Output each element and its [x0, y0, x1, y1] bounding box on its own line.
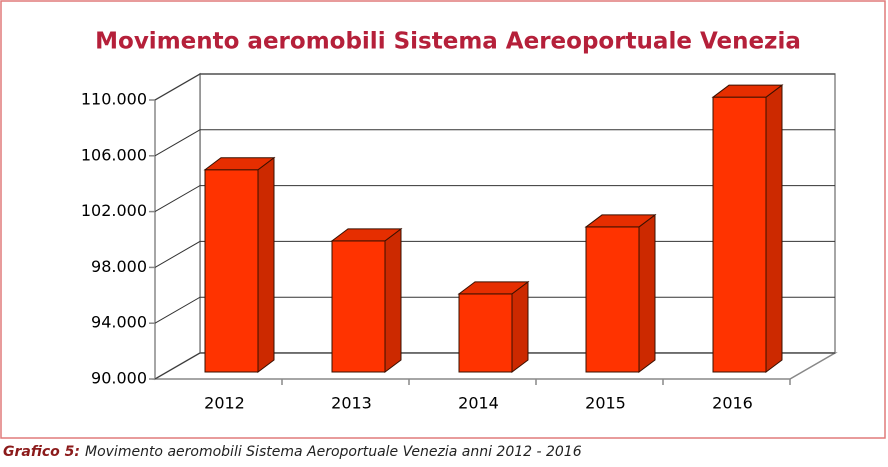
- bar: [584, 213, 657, 373]
- bar-front: [712, 96, 767, 373]
- bar-top: [584, 214, 657, 228]
- y-tick-label: 98.000: [91, 257, 147, 276]
- bar: [711, 84, 784, 373]
- grid-line: [154, 129, 835, 157]
- bar-top: [203, 157, 276, 171]
- x-tick-label: 2012: [204, 394, 245, 413]
- x-tick-label: 2015: [585, 394, 626, 413]
- bar-top: [330, 228, 403, 242]
- x-tick-label: 2016: [712, 394, 753, 413]
- y-tick-label: 102.000: [81, 201, 147, 220]
- bar: [457, 280, 530, 373]
- x-tick-label: 2014: [458, 394, 499, 413]
- grid-line: [154, 73, 835, 101]
- caption-label: Grafico 5:: [3, 444, 80, 460]
- y-tick-label: 106.000: [81, 145, 147, 164]
- y-tick-label: 110.000: [81, 90, 147, 109]
- bar-top: [457, 281, 530, 295]
- bar-side: [638, 213, 656, 373]
- grid-line: [154, 185, 835, 213]
- bar: [330, 227, 403, 373]
- bar-front: [585, 226, 640, 373]
- caption: Grafico 5: Movimento aeromobili Sistema A…: [3, 444, 582, 460]
- y-tick-label: 94.000: [91, 313, 147, 332]
- bar-side: [765, 84, 783, 373]
- bar-front: [204, 169, 259, 373]
- bar-side: [257, 156, 275, 373]
- bar: [203, 156, 276, 373]
- bar-top: [711, 84, 784, 98]
- caption-text: Movimento aeromobili Sistema Aeroportual…: [85, 444, 582, 460]
- bar-side: [384, 227, 402, 373]
- bar-front: [331, 240, 386, 373]
- x-tick-label: 2013: [331, 394, 372, 413]
- side-wall: [154, 72, 201, 381]
- chart-title: Movimento aeromobili Sistema Aereoportua…: [95, 29, 801, 55]
- bar-side: [511, 280, 529, 373]
- bar-front: [458, 293, 513, 373]
- y-tick-label: 90.000: [91, 369, 147, 388]
